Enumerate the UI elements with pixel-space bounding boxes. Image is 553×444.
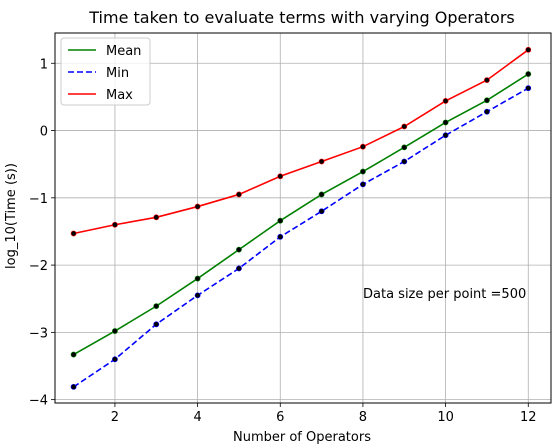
chart-title: Time taken to evaluate terms with varyin… <box>88 8 515 27</box>
data-point-min <box>360 181 366 188</box>
plot-frame <box>54 32 552 404</box>
y-axis-label: log_10(Time (s)) <box>4 163 19 269</box>
data-point-max <box>112 221 118 228</box>
x-tick-label: 6 <box>276 410 284 425</box>
data-point-mean <box>401 144 408 151</box>
data-point-min <box>236 265 242 272</box>
data-point-max <box>70 230 77 237</box>
y-tick-label: −4 <box>29 394 48 409</box>
data-point-mean <box>112 328 118 334</box>
legend-label-mean: Mean <box>106 44 141 59</box>
data-point-mean <box>153 303 160 310</box>
x-axis-label: Number of Operators <box>233 430 371 444</box>
data-point-min <box>277 233 284 240</box>
x-tick-label: 10 <box>437 410 454 425</box>
y-tick-label: −2 <box>29 259 48 274</box>
data-point-min <box>401 158 408 165</box>
x-tick-label: 2 <box>111 410 119 425</box>
y-tick-label: −1 <box>29 192 48 207</box>
data-point-mean <box>277 217 284 224</box>
data-point-max <box>360 143 366 150</box>
data-point-max <box>277 173 284 180</box>
x-tick-label: 8 <box>359 410 367 425</box>
data-point-max <box>401 123 408 130</box>
y-tick-label: −3 <box>29 326 48 341</box>
data-point-min <box>525 85 532 92</box>
y-tick-label: 1 <box>40 57 48 72</box>
data-point-mean <box>318 191 325 198</box>
data-point-mean <box>442 119 449 126</box>
data-point-max <box>525 46 532 53</box>
legend-box <box>60 37 151 106</box>
data-point-max <box>318 158 325 165</box>
data-point-min <box>70 383 77 390</box>
x-tick-label: 12 <box>520 410 537 425</box>
tick-layer: 2 4 6 8 10 12 −4 −3 −2 −1 0 1 <box>29 57 537 425</box>
y-tick-label: 0 <box>40 125 48 140</box>
data-point-max <box>484 77 490 83</box>
series-line-min <box>73 87 529 388</box>
data-point-mean <box>194 275 201 282</box>
series-line-max <box>73 49 529 235</box>
data-point-mean <box>484 97 490 104</box>
x-tick-label: 4 <box>193 410 201 425</box>
data-point-mean <box>70 351 77 358</box>
data-point-min <box>194 292 201 299</box>
data-point-min <box>112 356 118 363</box>
data-point-min <box>153 321 160 328</box>
data-point-max <box>153 214 160 221</box>
data-point-max <box>236 191 242 198</box>
data-point-max <box>194 203 201 210</box>
legend: Mean Min Max <box>60 37 151 106</box>
legend-label-max: Max <box>106 88 133 103</box>
data-point-mean <box>360 168 366 175</box>
data-point-min <box>442 132 449 139</box>
annotation-text: Data size per point =500 <box>363 287 526 302</box>
data-point-mean <box>525 71 532 77</box>
series-line-mean <box>73 73 529 356</box>
data-point-min <box>318 208 325 215</box>
series-layer <box>70 46 532 390</box>
data-point-max <box>442 98 449 104</box>
legend-label-min: Min <box>106 66 129 81</box>
data-point-min <box>484 108 490 115</box>
data-point-mean <box>236 246 242 253</box>
